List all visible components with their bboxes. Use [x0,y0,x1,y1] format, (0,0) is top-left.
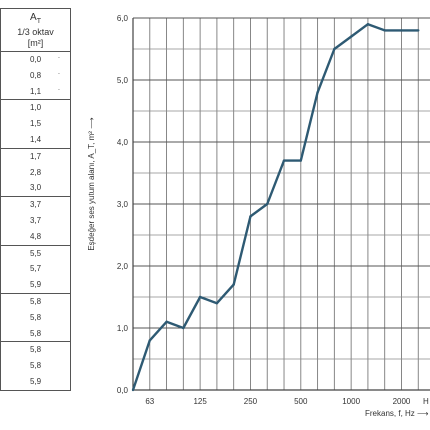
absorption-table: AT 1/3 oktav [m²] 0,0. 0,8. 1,1. 1,0 1,5 1,4 1… [0,8,71,391]
table-group: 1,7 2,8 3,0 [1,149,70,198]
table-body: 0,0. 0,8. 1,1. 1,0 1,5 1,4 1,7 2,8 3,0 3,7 3,7 4,8 5… [1,52,70,391]
table-cell: 1,7 [29,151,42,161]
table-cell: 5,9 [29,376,42,386]
y-tick-label: 2,0 [117,262,129,271]
table-cell: 2,8 [29,167,42,177]
table-cell: 3,7 [29,200,42,210]
table-cell: 5,8 [29,361,42,371]
table-cell: 5,8 [29,312,42,322]
x-axis-title: Frekans, f, Hz ⟶ [365,409,429,418]
header-band: 1/3 oktav [17,27,54,37]
table-header: AT 1/3 oktav [m²] [1,8,70,52]
y-axis-title: Eşdeğer ses yutum alanı, A_T, m² ⟶ [87,117,96,251]
table-cell: 5,9 [29,280,42,290]
x-tick-label: 2000 [393,397,411,406]
data-point [299,159,302,162]
table-cell: 3,0 [29,183,42,193]
x-tick-label: 125 [193,397,207,406]
y-tick-label: 1,0 [117,324,129,333]
table-group: 5,8 5,8 5,9 [1,342,70,391]
data-point [316,91,319,94]
y-tick-label: 3,0 [117,200,129,209]
y-tick-label: 6,0 [117,14,129,23]
table-cell: 1,5 [29,119,42,129]
data-point [333,47,336,51]
data-point [266,202,269,206]
table-cell: 3,7 [29,215,42,225]
series-line [131,23,419,391]
table-cell: 5,8 [29,345,42,355]
table-cell: 4,8 [29,231,42,241]
data-point [198,295,202,299]
y-tick-label: 0,0 [117,386,129,395]
data-point [249,215,252,218]
x-tick-label: 1000 [342,397,360,406]
x-tick-label: 63 [145,397,154,406]
table-group: 3,7 3,7 4,8 [1,197,70,246]
data-point [232,283,235,286]
data-point [148,339,151,342]
data-point [182,326,185,330]
table-cell: 0,8. [1,68,70,84]
data-point [282,159,286,162]
table-cell: 5,8 [29,328,42,338]
data-point [131,388,135,392]
table-cell: 5,5 [29,248,42,258]
data-point [400,29,403,32]
header-unit: [m²] [27,38,44,48]
table-cell: 1,0 [29,103,42,113]
table-group: 0,0. 0,8. 1,1. [1,52,70,101]
data-point [366,23,370,26]
table-cell: 5,7 [29,264,42,274]
table-cell: 1,4 [29,134,42,144]
x-tick-label: 250 [244,397,258,406]
data-point [383,29,386,32]
table-mark: . [58,84,60,92]
table-cell: 0,0. [1,52,70,68]
x-tick-label-cut: H [423,397,429,406]
table-group: 5,5 5,7 5,9 [1,246,70,294]
table-cell: 1,1. [1,84,70,100]
y-tick-label: 4,0 [117,138,129,147]
table-cell: 5,8 [29,296,42,306]
data-point [417,29,420,32]
table-group: 1,0 1,5 1,4 [1,100,70,149]
data-point [215,302,219,305]
x-tick-label: 500 [294,397,308,406]
data-point [165,320,168,323]
table-mark: . [58,68,60,76]
data-point [349,35,353,38]
header-symbol: A [30,12,37,23]
y-tick-label: 5,0 [117,76,129,85]
table-mark: . [58,53,60,60]
header-subscript: T [36,18,41,25]
table-group: 5,8 5,8 5,8 [1,294,70,343]
